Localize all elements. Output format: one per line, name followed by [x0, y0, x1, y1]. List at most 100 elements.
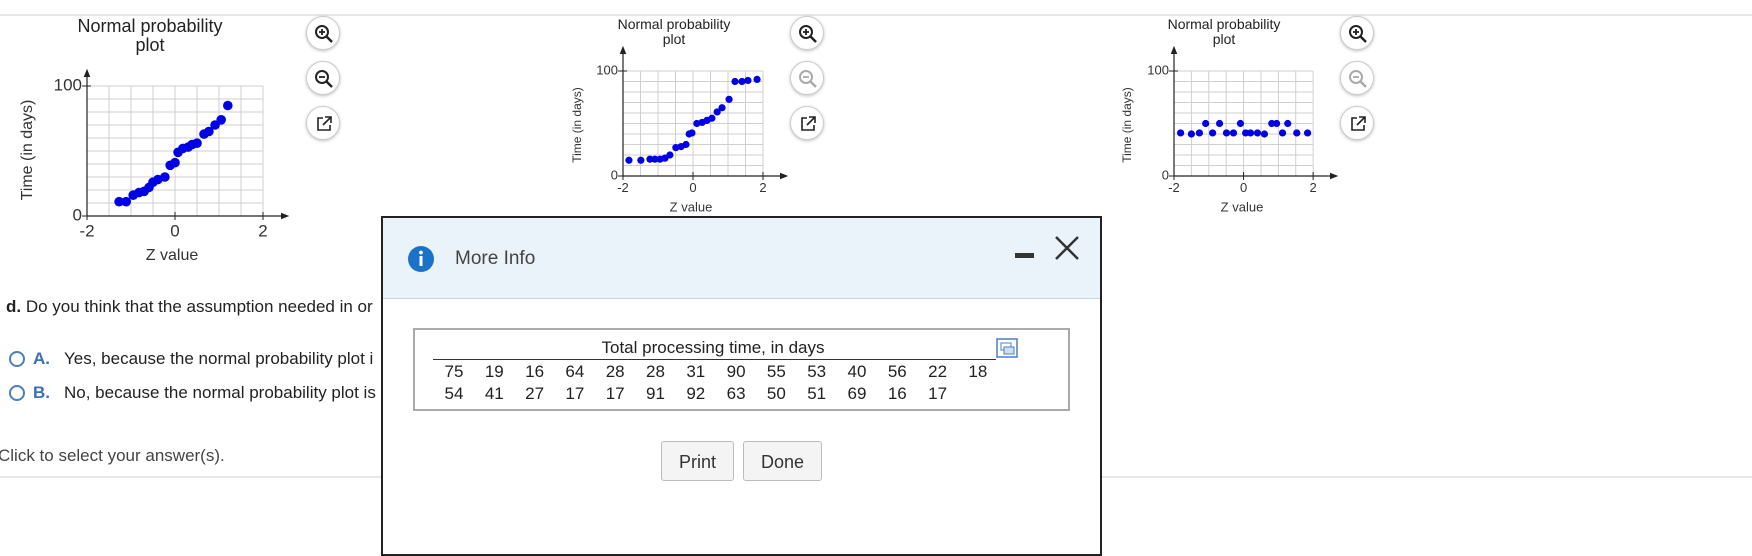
table-cell: 50	[766, 384, 786, 403]
y-tick-label: 0	[611, 167, 618, 182]
data-point	[1222, 129, 1231, 137]
data-point	[216, 115, 226, 125]
data-point	[170, 157, 180, 168]
data-point	[637, 156, 645, 164]
table-cell: 56	[887, 362, 907, 381]
y-axis-label: Time (in days)	[1120, 87, 1134, 163]
table-cell: 31	[686, 362, 706, 381]
table-cell: 63	[726, 384, 746, 403]
table-cell: 18	[968, 362, 988, 381]
option-text[interactable]: Yes, because the normal probability plot…	[64, 349, 374, 368]
option-text[interactable]: No, because the normal probability plot …	[64, 383, 376, 402]
table-cell: 53	[807, 362, 827, 381]
y-axis-label: Time (in days)	[570, 87, 584, 163]
y-tick-label: 100	[54, 75, 82, 94]
data-point	[160, 172, 170, 182]
data-point	[1209, 129, 1217, 137]
table-cell: 27	[525, 384, 545, 403]
zoom-out-button[interactable]	[1340, 61, 1374, 95]
table-cell: 17	[565, 384, 585, 403]
data-point	[114, 196, 124, 207]
data-point	[731, 77, 739, 86]
chart-title: Normal probability plot	[1167, 16, 1281, 47]
table-cell: 91	[646, 384, 665, 403]
question-label: d.	[6, 297, 22, 316]
table-cell: 16	[887, 384, 907, 403]
radio-button[interactable]	[9, 385, 25, 401]
data-point	[753, 75, 761, 83]
y-axis-label: Time (in days)	[19, 99, 36, 201]
done-button[interactable]: Done	[743, 441, 822, 481]
table-cell: 64	[565, 362, 585, 381]
zoom-out-button[interactable]	[306, 61, 340, 95]
chart-title: Normal probability plot	[617, 16, 731, 47]
option-letter[interactable]: A.	[33, 349, 50, 368]
option-letter[interactable]: B.	[33, 383, 50, 402]
data-point	[1260, 130, 1269, 138]
table-title: Total processing time, in days	[601, 338, 825, 357]
data-point	[625, 156, 633, 164]
x-tick-label: 2	[1310, 180, 1317, 195]
data-point	[1187, 130, 1195, 138]
data-point	[1284, 119, 1292, 128]
table-cell: 40	[847, 362, 867, 381]
footer-hint: Click to select your answer(s).	[0, 446, 225, 465]
dialog-header: More Info	[383, 218, 1100, 299]
x-axis-label: Z value	[670, 199, 713, 214]
x-axis-label: Z value	[1221, 199, 1264, 214]
data-point	[708, 114, 716, 122]
data-point	[1195, 129, 1203, 137]
table-cell: 17	[928, 384, 948, 403]
data-point	[718, 104, 726, 112]
popout-button[interactable]	[306, 106, 340, 140]
zoom-in-button[interactable]	[306, 16, 340, 50]
x-tick-label: 0	[689, 180, 696, 195]
data-point	[1177, 129, 1185, 137]
table-cell: 17	[605, 384, 625, 403]
data-point	[1236, 119, 1245, 128]
data-point	[1303, 129, 1312, 137]
y-tick-label: 0	[73, 205, 82, 224]
data-table-box: Total processing time, in days 75 19 16 64 2…	[413, 328, 1070, 411]
table-rule	[433, 359, 996, 360]
minimize-button[interactable]	[1015, 253, 1034, 258]
data-point	[651, 155, 659, 163]
table-cell: 19	[484, 362, 504, 381]
table-cell: 51	[807, 384, 827, 403]
data-point	[682, 140, 690, 149]
x-tick-label: 0	[170, 222, 179, 241]
data-point	[223, 100, 233, 111]
y-tick-label: 100	[1147, 62, 1169, 77]
zoom-in-button[interactable]	[1340, 16, 1374, 50]
table-cell: 28	[646, 362, 665, 381]
question-text: Do you think that the assumption needed …	[25, 297, 373, 316]
data-point	[204, 126, 214, 137]
x-tick-label: -2	[617, 180, 629, 195]
copy-table-icon[interactable]	[996, 338, 1018, 358]
x-tick-label: 0	[1240, 180, 1247, 195]
x-tick-label: -2	[1168, 180, 1180, 195]
print-button[interactable]: Print	[661, 441, 734, 481]
data-point	[121, 196, 131, 207]
data-point	[1253, 129, 1262, 137]
data-point	[1293, 129, 1301, 137]
table-cell: 28	[605, 362, 625, 381]
popout-button[interactable]	[1340, 106, 1374, 140]
data-point	[1202, 119, 1210, 128]
y-tick-label: 100	[596, 62, 618, 77]
table-cell: 55	[766, 362, 786, 381]
zoom-in-button[interactable]	[790, 16, 824, 50]
table-cell: 16	[525, 362, 545, 381]
table-cell: 22	[928, 362, 948, 381]
data-point	[192, 138, 202, 148]
info-icon	[408, 246, 434, 272]
zoom-out-button[interactable]	[790, 61, 824, 95]
radio-button[interactable]	[9, 351, 25, 367]
y-tick-label: 0	[1162, 167, 1169, 182]
close-button[interactable]	[1053, 234, 1081, 262]
page: {"chart_data": [ {"type": "scatter", "ti…	[0, 14, 1752, 556]
data-point	[1246, 129, 1255, 137]
data-point	[1229, 129, 1238, 137]
popout-button[interactable]	[790, 106, 824, 140]
